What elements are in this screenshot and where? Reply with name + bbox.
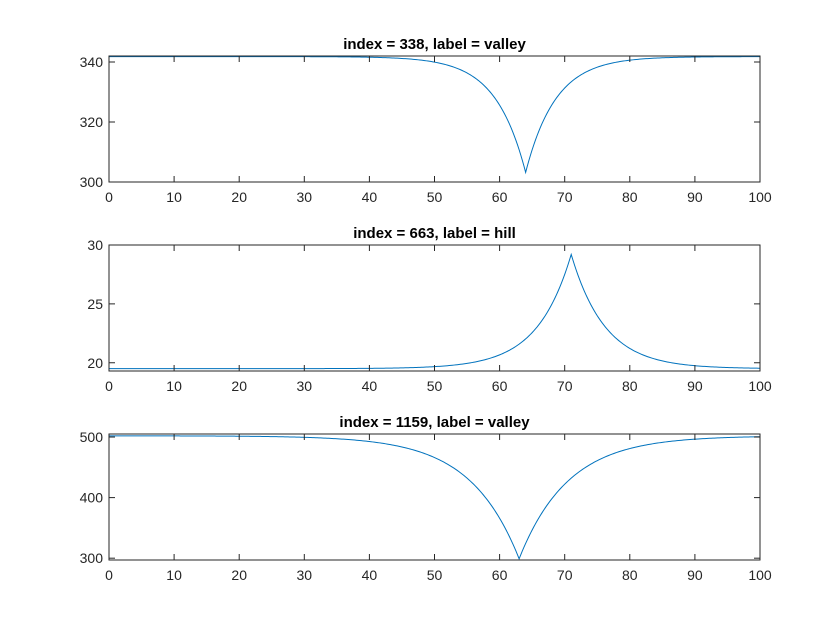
x-tick-label: 20 <box>231 189 247 205</box>
x-tick-label: 80 <box>622 567 638 583</box>
plot-title: index = 338, label = valley <box>343 36 526 53</box>
x-tick-label: 40 <box>362 189 378 205</box>
x-tick-label: 10 <box>166 189 182 205</box>
x-tick-label: 20 <box>231 378 247 394</box>
x-tick-label: 70 <box>557 189 573 205</box>
x-tick-label: 60 <box>492 378 508 394</box>
x-tick-label: 70 <box>557 567 573 583</box>
x-tick-label: 60 <box>492 567 508 583</box>
axes-box <box>108 244 761 372</box>
x-tick-label: 80 <box>622 189 638 205</box>
x-tick-label: 100 <box>748 378 772 394</box>
y-tick-label: 300 <box>80 174 104 190</box>
x-tick-label: 10 <box>166 378 182 394</box>
y-tick-label: 500 <box>80 429 104 445</box>
y-tick-label: 340 <box>80 54 104 70</box>
x-tick-label: 40 <box>362 378 378 394</box>
subplot-3: index = 1159, label = valley 0 10 20 30 40 50 6… <box>80 414 772 583</box>
x-tick-label: 70 <box>557 378 573 394</box>
y-tick-label: 20 <box>87 355 103 371</box>
x-tick-label: 50 <box>427 378 443 394</box>
x-tick-label: 60 <box>492 189 508 205</box>
x-tick-label: 10 <box>166 567 182 583</box>
y-tick-label: 300 <box>80 550 104 566</box>
x-tick-label: 0 <box>105 378 113 394</box>
series-line-1 <box>109 252 761 370</box>
y-tick-label: 400 <box>80 490 104 506</box>
x-tick-label: 30 <box>297 567 313 583</box>
subplot-2: index = 663, label = hill 0 10 20 30 40 50 60 70… <box>87 225 771 394</box>
x-tick-label: 40 <box>362 567 378 583</box>
subplot-1: index = 338, label = valley 0 10 20 30 40 50 60… <box>80 36 772 205</box>
x-tick-label: 0 <box>105 189 113 205</box>
x-tick-label: 0 <box>105 567 113 583</box>
series-line-1 <box>108 435 761 561</box>
x-tick-label: 90 <box>687 567 703 583</box>
y-tick-label: 25 <box>87 296 103 312</box>
axes-box <box>108 433 761 561</box>
y-tick-label: 30 <box>87 237 103 253</box>
x-tick-label: 50 <box>427 567 443 583</box>
x-tick-label: 20 <box>231 567 247 583</box>
x-tick-label: 30 <box>297 189 313 205</box>
x-tick-label: 100 <box>748 567 772 583</box>
plot-title: index = 1159, label = valley <box>339 414 530 431</box>
x-tick-label: 90 <box>687 189 703 205</box>
x-tick-label: 50 <box>427 189 443 205</box>
y-tick-label: 320 <box>80 114 104 130</box>
x-tick-label: 80 <box>622 378 638 394</box>
x-tick-label: 90 <box>687 378 703 394</box>
axes-box <box>108 55 761 183</box>
x-tick-label: 30 <box>297 378 313 394</box>
x-tick-label: 100 <box>748 189 772 205</box>
series-line-1 <box>109 56 760 175</box>
plot-title: index = 663, label = hill <box>353 225 516 242</box>
